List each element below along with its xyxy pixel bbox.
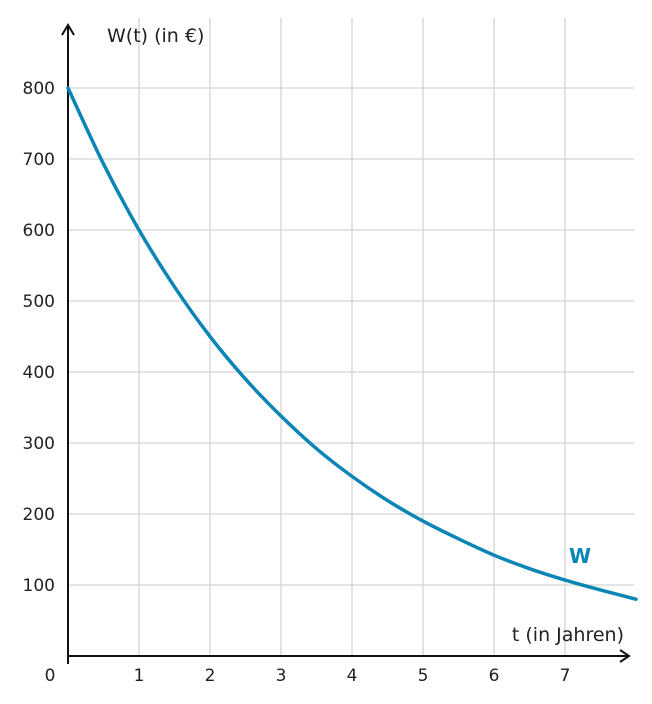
tick-labels: 1 2 3 4 5 6 7 100 200 300 400 500 600 700 800 [23,79,571,686]
x-tick-label-6: 6 [489,666,500,686]
y-tick-label-800: 800 [23,79,55,99]
x-tick-label-3: 3 [276,666,287,686]
y-tick-label-500: 500 [23,292,55,312]
x-axis-arrow-icon [619,649,631,663]
y-tick-label-400: 400 [23,363,55,383]
y-tick-label-200: 200 [23,505,55,525]
y-tick-label-300: 300 [23,434,55,454]
x-tick-label-1: 1 [134,666,145,686]
y-axis-arrow-icon [61,23,75,36]
series-label-w: W [569,544,591,568]
y-tick-label-700: 700 [23,150,55,170]
x-tick-label-4: 4 [347,666,358,686]
y-tick-label-100: 100 [23,576,55,596]
y-axis-label: W(t) (in €) [107,25,204,47]
y-tick-label-600: 600 [23,221,55,241]
x-axis-label: t (in Jahren) [512,624,624,646]
x-tick-label-5: 5 [418,666,429,686]
series-line-w [66,86,638,601]
x-tick-label-2: 2 [205,666,216,686]
origin-label: 0 [45,666,56,686]
grid [68,18,634,656]
axes [61,23,631,664]
x-tick-label-7: 7 [560,666,571,686]
